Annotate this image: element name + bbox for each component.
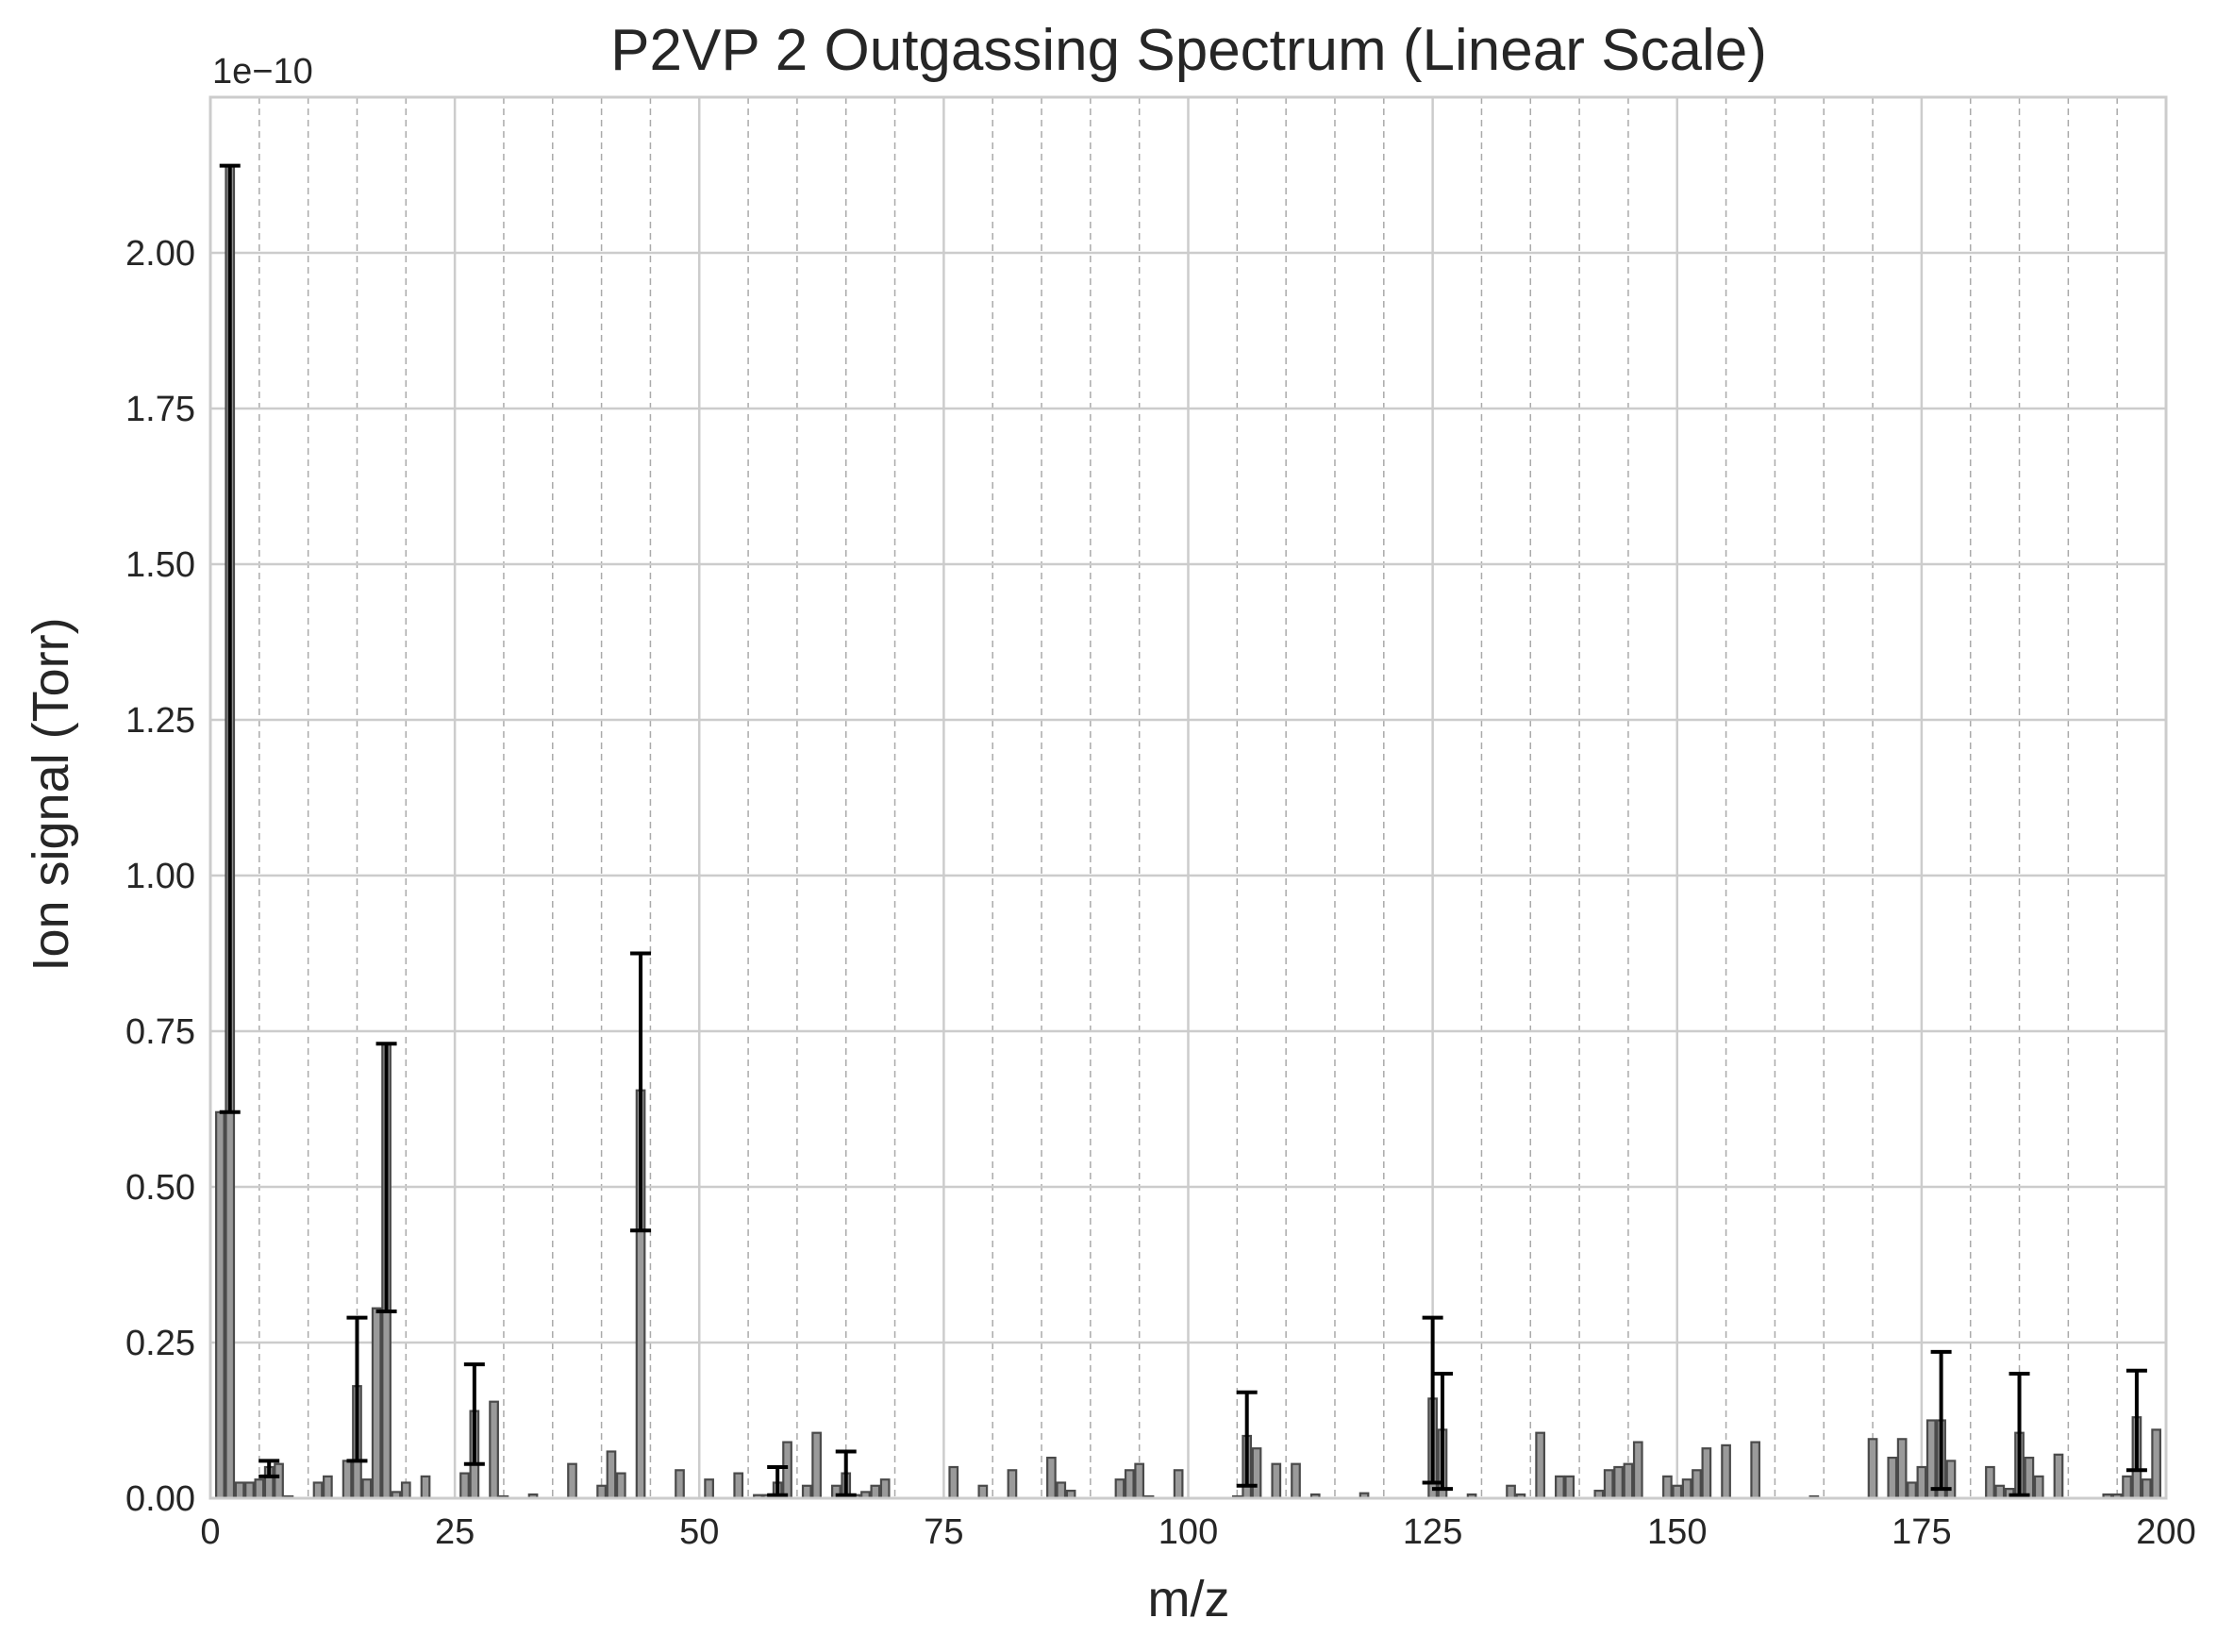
bar	[1623, 1462, 1634, 1500]
bar	[675, 1469, 685, 1500]
bar	[1994, 1484, 2006, 1500]
bar	[1056, 1481, 1067, 1500]
bar	[215, 1110, 225, 1500]
bar	[1555, 1475, 1565, 1500]
bar	[801, 1484, 812, 1500]
x-tick-labels: 0 25 50 75 100 125 150 175 200	[200, 1512, 2195, 1552]
bar	[323, 1475, 333, 1500]
x-tick-label: 125	[1403, 1512, 1462, 1552]
y-offset-label: 1e−10	[212, 52, 313, 92]
bar	[1985, 1465, 1995, 1500]
bar	[2122, 1475, 2132, 1500]
x-tick-label: 0	[200, 1512, 220, 1552]
x-tick-label: 100	[1159, 1512, 1218, 1552]
x-tick-label: 25	[435, 1512, 475, 1552]
bar	[244, 1481, 255, 1500]
bar	[2151, 1428, 2161, 1500]
bar	[1632, 1441, 1643, 1500]
bar	[234, 1481, 245, 1500]
bar	[459, 1472, 470, 1500]
bar	[811, 1431, 822, 1500]
bar	[1945, 1460, 1957, 1500]
x-axis-title: m/z	[1148, 1571, 1230, 1627]
bar	[420, 1475, 431, 1500]
bar	[1916, 1465, 1927, 1500]
y-tick-label: 1.25	[125, 701, 195, 741]
bar	[1134, 1462, 1145, 1500]
bar	[606, 1450, 617, 1500]
bar	[870, 1484, 881, 1500]
bar	[733, 1472, 744, 1500]
bar	[1603, 1469, 1614, 1500]
bar	[1896, 1438, 1908, 1500]
bar	[1701, 1447, 1712, 1500]
x-tick-label: 75	[924, 1512, 963, 1552]
bar	[1907, 1481, 1917, 1500]
bar	[977, 1484, 989, 1500]
bar	[1291, 1462, 1301, 1500]
bar	[1506, 1484, 1516, 1500]
bar	[615, 1472, 626, 1500]
bar	[1867, 1438, 1878, 1500]
x-tick-label: 50	[679, 1512, 719, 1552]
bar	[596, 1484, 607, 1500]
bar	[1564, 1475, 1575, 1500]
bar	[2024, 1456, 2035, 1500]
y-tick-label: 0.25	[125, 1324, 195, 1363]
y-tick-label: 0.50	[125, 1168, 195, 1208]
y-tick-labels: 0.00 0.25 0.50 0.75 1.00 1.25 1.50 1.75 2.00	[125, 234, 195, 1519]
bar	[371, 1307, 382, 1500]
y-tick-label: 0.75	[125, 1012, 195, 1052]
bar	[1535, 1431, 1545, 1500]
bar	[1124, 1469, 1135, 1500]
y-tick-label: 1.75	[125, 390, 195, 429]
bar	[704, 1478, 714, 1500]
bar	[361, 1478, 373, 1500]
bar	[489, 1400, 499, 1500]
plot-frame	[208, 95, 2168, 1500]
y-tick-label: 1.00	[125, 857, 195, 896]
bar	[1887, 1456, 1898, 1500]
bar	[567, 1462, 577, 1500]
bar	[400, 1481, 411, 1500]
bar	[1251, 1447, 1262, 1500]
x-tick-label: 150	[1647, 1512, 1707, 1552]
x-tick-label: 200	[2136, 1512, 2195, 1552]
bar	[1271, 1462, 1282, 1500]
chart-title: P2VP 2 Outgassing Spectrum (Linear Scale…	[610, 18, 1767, 83]
bar	[1613, 1465, 1624, 1500]
y-tick-label: 1.50	[125, 545, 195, 585]
bar	[1721, 1443, 1731, 1500]
y-axis-title: Ion signal (Torr)	[23, 617, 79, 971]
bar	[879, 1478, 891, 1500]
bar	[948, 1465, 959, 1500]
bar	[274, 1462, 284, 1500]
y-tick-label: 2.00	[125, 234, 195, 274]
bar	[254, 1478, 265, 1500]
bar	[312, 1481, 324, 1500]
bar	[342, 1460, 353, 1500]
bar	[2141, 1478, 2152, 1500]
bar	[2053, 1453, 2064, 1500]
bar	[782, 1441, 792, 1500]
bar	[2033, 1475, 2044, 1500]
bar	[1750, 1441, 1761, 1500]
bar	[1007, 1469, 1018, 1500]
bar	[1692, 1469, 1702, 1500]
bar	[1173, 1469, 1184, 1500]
bar	[1114, 1478, 1125, 1500]
error-bars	[219, 163, 2147, 1497]
bar	[1681, 1478, 1692, 1500]
bar	[1662, 1475, 1673, 1500]
y-tick-label: 0.00	[125, 1479, 195, 1519]
bar	[1672, 1484, 1683, 1500]
bar	[1046, 1456, 1057, 1500]
bar	[1925, 1419, 1937, 1500]
minor-grid	[258, 97, 2118, 1498]
x-tick-label: 175	[1892, 1512, 1951, 1552]
